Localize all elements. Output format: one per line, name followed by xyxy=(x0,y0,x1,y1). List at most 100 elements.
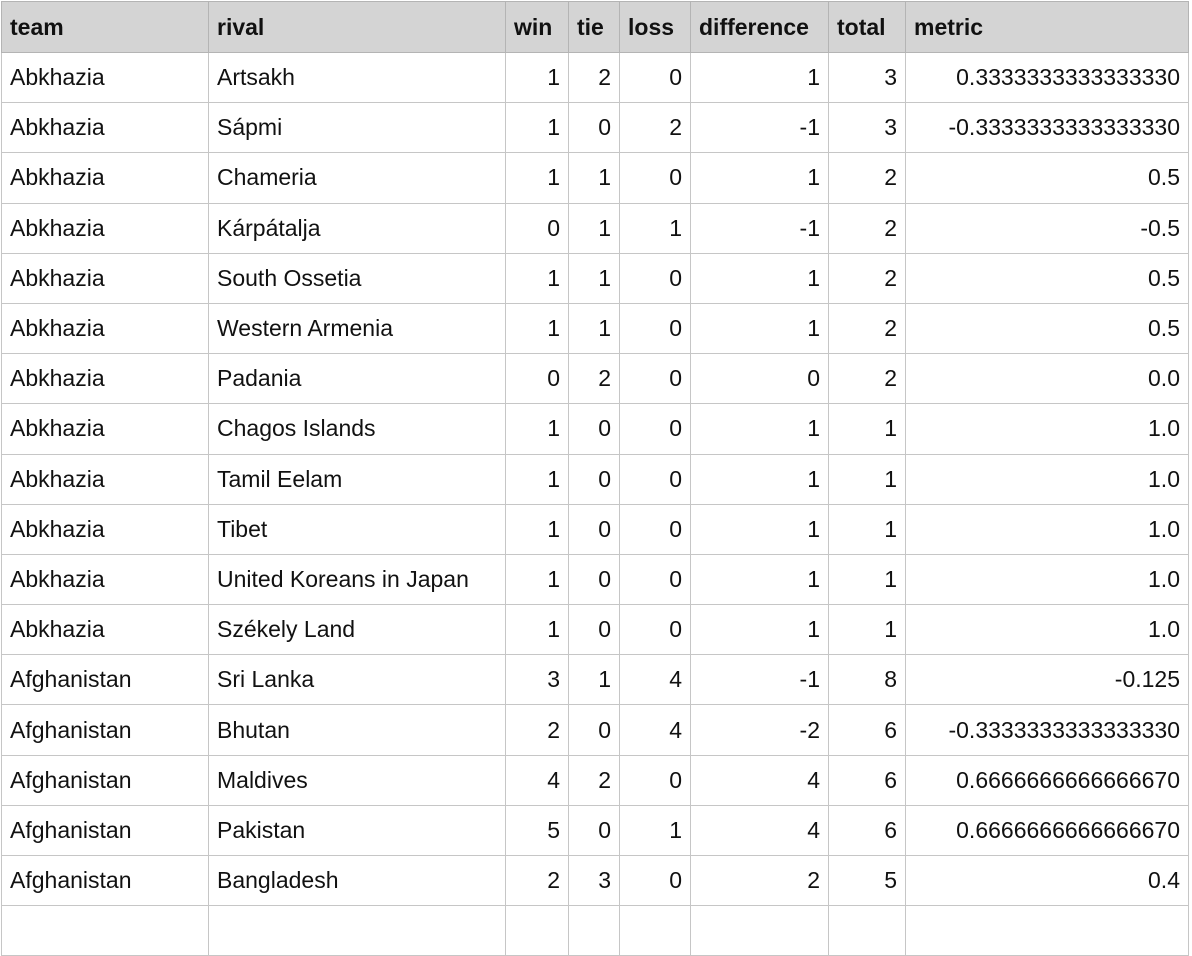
column-header-rival[interactable]: rival xyxy=(208,1,506,53)
cell-team[interactable]: Abkhazia xyxy=(1,51,209,104)
cell-tie[interactable]: 2 xyxy=(568,353,620,405)
cell-rival[interactable]: Sri Lanka xyxy=(208,654,506,706)
cell-team[interactable]: Abkhazia xyxy=(1,403,209,455)
cell-tie[interactable]: 1 xyxy=(568,202,620,254)
cell-tie[interactable]: 0 xyxy=(568,453,620,505)
cell-metric[interactable]: 1.0 xyxy=(905,453,1189,505)
cell-rival[interactable]: Bangladesh xyxy=(208,854,506,907)
cell-team[interactable] xyxy=(1,905,209,956)
cell-tie[interactable]: 0 xyxy=(568,704,620,756)
cell-rival[interactable]: Tamil Eelam xyxy=(208,453,506,505)
cell-tie[interactable]: 3 xyxy=(568,854,620,907)
cell-team[interactable]: Abkhazia xyxy=(1,302,209,355)
cell-tie[interactable] xyxy=(568,905,620,956)
cell-tie[interactable]: 1 xyxy=(568,654,620,706)
cell-total[interactable] xyxy=(828,905,906,956)
cell-metric[interactable]: 0.6666666666666670 xyxy=(905,754,1189,806)
cell-loss[interactable]: 1 xyxy=(619,202,691,254)
column-header-tie[interactable]: tie xyxy=(568,1,620,53)
cell-loss[interactable] xyxy=(619,905,691,956)
cell-tie[interactable]: 0 xyxy=(568,553,620,606)
cell-metric[interactable]: 0.6666666666666670 xyxy=(905,804,1189,857)
cell-difference[interactable]: -1 xyxy=(690,654,829,706)
cell-loss[interactable]: 0 xyxy=(619,302,691,355)
cell-win[interactable]: 0 xyxy=(505,202,569,254)
cell-rival[interactable]: Bhutan xyxy=(208,704,506,756)
cell-rival[interactable]: United Koreans in Japan xyxy=(208,553,506,606)
cell-loss[interactable]: 4 xyxy=(619,654,691,706)
cell-total[interactable]: 1 xyxy=(828,503,906,555)
cell-tie[interactable]: 1 xyxy=(568,302,620,355)
cell-metric[interactable]: 0.4 xyxy=(905,854,1189,907)
cell-difference[interactable]: 1 xyxy=(690,51,829,104)
cell-rival[interactable]: Pakistan xyxy=(208,804,506,857)
cell-team[interactable]: Afghanistan xyxy=(1,854,209,907)
cell-difference[interactable]: 1 xyxy=(690,604,829,656)
cell-difference[interactable]: 1 xyxy=(690,503,829,555)
cell-loss[interactable]: 2 xyxy=(619,102,691,154)
cell-loss[interactable]: 4 xyxy=(619,704,691,756)
cell-team[interactable]: Afghanistan xyxy=(1,704,209,756)
cell-total[interactable]: 3 xyxy=(828,102,906,154)
cell-metric[interactable]: 1.0 xyxy=(905,403,1189,455)
cell-total[interactable]: 2 xyxy=(828,302,906,355)
cell-team[interactable]: Abkhazia xyxy=(1,604,209,656)
cell-loss[interactable]: 1 xyxy=(619,804,691,857)
cell-loss[interactable]: 0 xyxy=(619,453,691,505)
cell-rival[interactable]: Székely Land xyxy=(208,604,506,656)
cell-team[interactable]: Abkhazia xyxy=(1,453,209,505)
cell-win[interactable]: 1 xyxy=(505,51,569,104)
cell-total[interactable]: 5 xyxy=(828,854,906,907)
cell-win[interactable] xyxy=(505,905,569,956)
cell-tie[interactable]: 2 xyxy=(568,51,620,104)
cell-win[interactable]: 1 xyxy=(505,503,569,555)
cell-total[interactable]: 6 xyxy=(828,704,906,756)
column-header-total[interactable]: total xyxy=(828,1,906,53)
cell-tie[interactable]: 0 xyxy=(568,503,620,555)
cell-team[interactable]: Abkhazia xyxy=(1,503,209,555)
cell-metric[interactable]: -0.5 xyxy=(905,202,1189,254)
cell-win[interactable]: 1 xyxy=(505,252,569,304)
column-header-difference[interactable]: difference xyxy=(690,1,829,53)
cell-win[interactable]: 1 xyxy=(505,302,569,355)
cell-rival[interactable]: Sápmi xyxy=(208,102,506,154)
cell-win[interactable]: 0 xyxy=(505,353,569,405)
cell-win[interactable]: 4 xyxy=(505,754,569,806)
cell-metric[interactable]: 1.0 xyxy=(905,503,1189,555)
cell-team[interactable]: Abkhazia xyxy=(1,152,209,204)
cell-loss[interactable]: 0 xyxy=(619,553,691,606)
cell-rival[interactable]: Tibet xyxy=(208,503,506,555)
cell-total[interactable]: 1 xyxy=(828,553,906,606)
cell-loss[interactable]: 0 xyxy=(619,604,691,656)
cell-total[interactable]: 3 xyxy=(828,51,906,104)
cell-win[interactable]: 3 xyxy=(505,654,569,706)
cell-total[interactable]: 2 xyxy=(828,152,906,204)
cell-loss[interactable]: 0 xyxy=(619,503,691,555)
cell-difference[interactable]: 1 xyxy=(690,553,829,606)
cell-difference[interactable]: 1 xyxy=(690,403,829,455)
cell-team[interactable]: Afghanistan xyxy=(1,654,209,706)
cell-difference[interactable] xyxy=(690,905,829,956)
cell-rival[interactable]: South Ossetia xyxy=(208,252,506,304)
cell-metric[interactable]: 0.0 xyxy=(905,353,1189,405)
cell-metric[interactable]: 1.0 xyxy=(905,553,1189,606)
cell-loss[interactable]: 0 xyxy=(619,403,691,455)
cell-rival[interactable]: Artsakh xyxy=(208,51,506,104)
cell-metric[interactable]: -0.3333333333333330 xyxy=(905,102,1189,154)
column-header-metric[interactable]: metric xyxy=(905,1,1189,53)
cell-difference[interactable]: 4 xyxy=(690,804,829,857)
cell-total[interactable]: 2 xyxy=(828,252,906,304)
column-header-loss[interactable]: loss xyxy=(619,1,691,53)
cell-win[interactable]: 1 xyxy=(505,152,569,204)
cell-loss[interactable]: 0 xyxy=(619,51,691,104)
cell-team[interactable]: Abkhazia xyxy=(1,353,209,405)
cell-win[interactable]: 2 xyxy=(505,704,569,756)
cell-tie[interactable]: 1 xyxy=(568,152,620,204)
cell-tie[interactable]: 0 xyxy=(568,102,620,154)
cell-rival[interactable]: Kárpátalja xyxy=(208,202,506,254)
cell-tie[interactable]: 1 xyxy=(568,252,620,304)
cell-rival[interactable] xyxy=(208,905,506,956)
cell-difference[interactable]: -1 xyxy=(690,102,829,154)
cell-loss[interactable]: 0 xyxy=(619,854,691,907)
cell-difference[interactable]: 1 xyxy=(690,252,829,304)
